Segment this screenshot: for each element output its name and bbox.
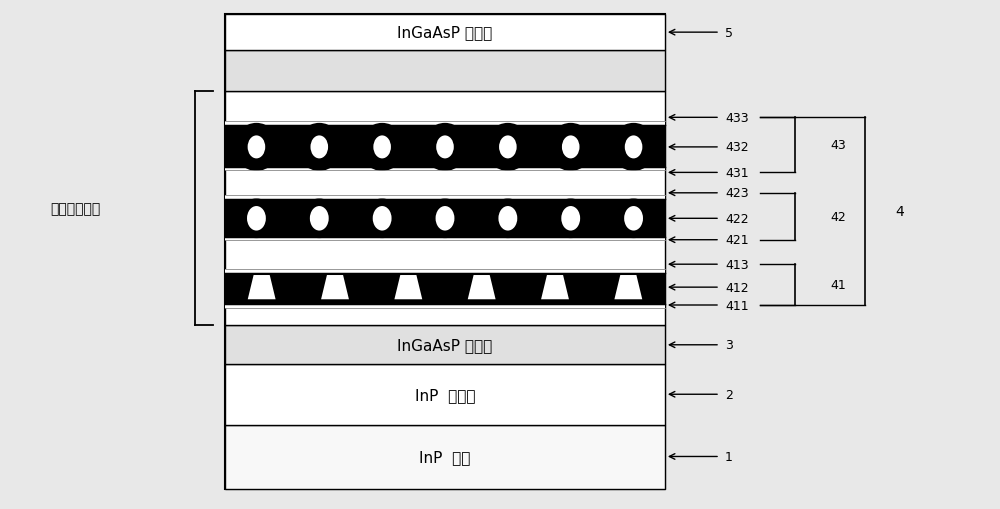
Bar	[225, 270, 665, 273]
Ellipse shape	[436, 136, 454, 159]
Ellipse shape	[297, 124, 342, 172]
Text: 3: 3	[725, 338, 733, 352]
Ellipse shape	[499, 136, 517, 159]
Bar	[225, 51, 665, 92]
Ellipse shape	[373, 207, 392, 231]
Text: 2: 2	[725, 388, 733, 401]
Bar	[225, 15, 665, 489]
Ellipse shape	[422, 124, 468, 172]
Bar	[225, 196, 665, 200]
Polygon shape	[321, 275, 349, 300]
Bar	[225, 15, 665, 51]
Ellipse shape	[625, 136, 642, 159]
Text: InGaAsP 波导层: InGaAsP 波导层	[397, 337, 493, 353]
Ellipse shape	[548, 124, 593, 172]
Text: 413: 413	[725, 258, 749, 271]
Ellipse shape	[247, 207, 266, 231]
Text: 412: 412	[725, 281, 749, 294]
Polygon shape	[394, 275, 422, 300]
Ellipse shape	[236, 199, 277, 239]
Ellipse shape	[485, 124, 530, 172]
Ellipse shape	[624, 207, 643, 231]
Bar	[225, 237, 665, 240]
Text: InP  缓冲层: InP 缓冲层	[415, 387, 475, 402]
Text: 43: 43	[830, 139, 846, 152]
Bar	[225, 326, 665, 364]
Ellipse shape	[550, 199, 591, 239]
Bar	[225, 122, 665, 126]
Ellipse shape	[436, 207, 454, 231]
Polygon shape	[614, 275, 642, 300]
Bar	[225, 200, 665, 237]
Text: 42: 42	[830, 210, 846, 223]
Ellipse shape	[611, 124, 656, 172]
Polygon shape	[541, 275, 569, 300]
Ellipse shape	[425, 199, 465, 239]
Bar	[225, 425, 665, 489]
Bar	[225, 364, 665, 425]
Ellipse shape	[362, 199, 403, 239]
Text: 423: 423	[725, 187, 749, 200]
Ellipse shape	[487, 199, 528, 239]
Ellipse shape	[613, 199, 654, 239]
Text: 432: 432	[725, 141, 749, 154]
Ellipse shape	[248, 136, 265, 159]
Text: 433: 433	[725, 111, 749, 125]
Text: 量子点有源层: 量子点有源层	[50, 202, 100, 216]
Bar	[225, 304, 665, 308]
Bar	[225, 126, 665, 168]
Ellipse shape	[310, 207, 329, 231]
Text: 411: 411	[725, 299, 749, 312]
Polygon shape	[248, 275, 276, 300]
Ellipse shape	[310, 136, 328, 159]
Text: 1: 1	[725, 450, 733, 463]
Ellipse shape	[498, 207, 517, 231]
Ellipse shape	[299, 199, 340, 239]
Text: 5: 5	[725, 26, 733, 40]
Bar	[225, 92, 665, 326]
Text: 431: 431	[725, 166, 749, 180]
Ellipse shape	[234, 124, 279, 172]
Bar	[225, 273, 665, 304]
Bar	[225, 168, 665, 171]
Text: InP  腥底: InP 腥底	[419, 449, 471, 464]
Text: InGaAsP 波导层: InGaAsP 波导层	[397, 25, 493, 41]
Ellipse shape	[561, 207, 580, 231]
Text: 421: 421	[725, 234, 749, 247]
Text: 4: 4	[895, 205, 904, 219]
Ellipse shape	[373, 136, 391, 159]
Ellipse shape	[360, 124, 405, 172]
Polygon shape	[468, 275, 496, 300]
Text: 41: 41	[830, 278, 846, 292]
Text: 422: 422	[725, 212, 749, 225]
Ellipse shape	[562, 136, 580, 159]
